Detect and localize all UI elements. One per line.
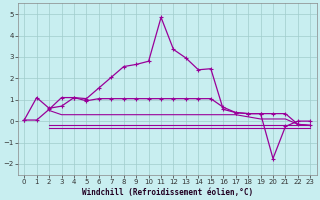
X-axis label: Windchill (Refroidissement éolien,°C): Windchill (Refroidissement éolien,°C) xyxy=(82,188,253,197)
